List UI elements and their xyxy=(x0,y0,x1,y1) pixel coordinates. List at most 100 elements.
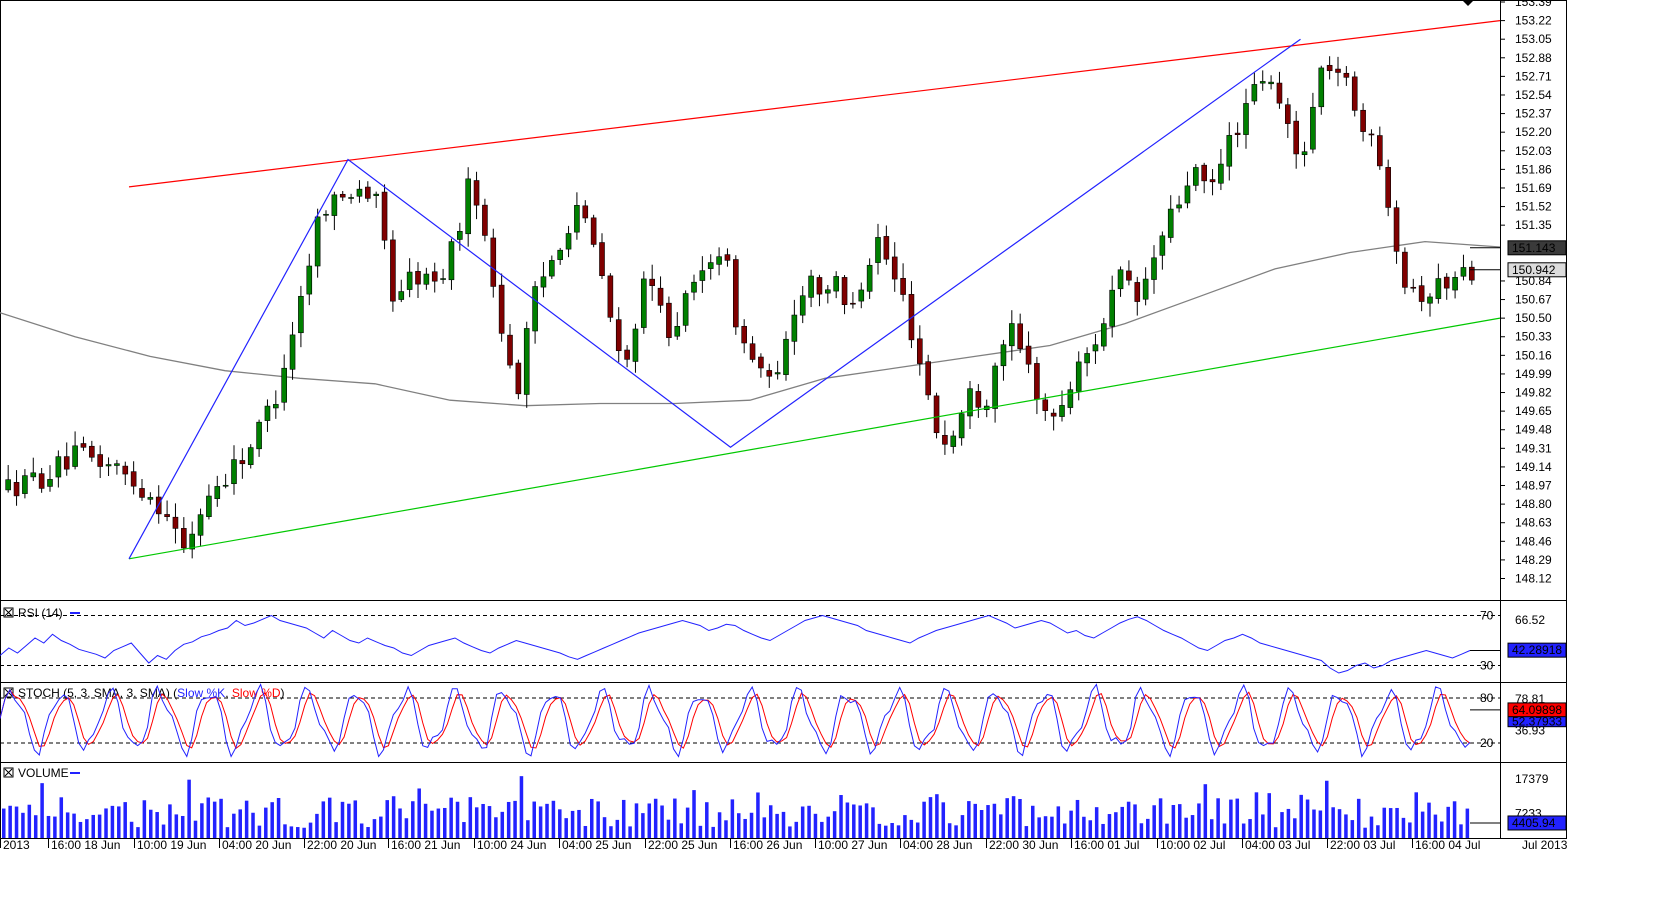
volume-bar xyxy=(455,801,460,838)
stoch-axis-label: 78.81 xyxy=(1515,692,1545,706)
volume-bar xyxy=(1331,807,1335,838)
volume-bar xyxy=(1165,823,1169,838)
candle-down xyxy=(975,391,982,408)
candle-up xyxy=(55,456,62,478)
candle-up xyxy=(1251,84,1258,102)
time-tick-label: 04:00 25 Jun xyxy=(562,838,631,852)
rsi-level-label: 70 xyxy=(1480,609,1494,623)
candle-up xyxy=(222,484,229,487)
volume-value-box xyxy=(1507,815,1567,831)
volume-bar xyxy=(1216,798,1220,838)
scroll-marker-icon[interactable] xyxy=(1462,0,1474,6)
volume-bar xyxy=(1037,817,1041,838)
volume-bar xyxy=(379,816,383,838)
candle-down xyxy=(482,204,488,236)
candle-up xyxy=(314,216,321,267)
price-tick-label: 151.52 xyxy=(1515,200,1552,214)
volume-bar xyxy=(660,805,664,838)
candle-down xyxy=(365,186,371,199)
candle-down xyxy=(80,443,87,448)
volume-bar xyxy=(1011,796,1016,838)
candle-up xyxy=(281,367,287,403)
volume-bar xyxy=(212,801,217,838)
candle-down xyxy=(1377,135,1383,167)
candle-up xyxy=(523,328,530,395)
candle-up xyxy=(465,178,471,235)
volume-bar xyxy=(1401,817,1406,838)
candle-down xyxy=(816,277,823,295)
candle-up xyxy=(214,486,221,499)
candle-down xyxy=(1335,68,1341,73)
candle-up xyxy=(30,472,37,478)
volume-bar xyxy=(206,797,211,838)
candle-down xyxy=(431,271,438,282)
volume-bar xyxy=(532,801,536,838)
candle-down xyxy=(883,236,890,260)
volume-bar xyxy=(1235,798,1240,838)
candle-up xyxy=(1092,344,1099,352)
candle-up xyxy=(574,205,580,233)
candle-down xyxy=(749,343,756,360)
volume-bar xyxy=(967,801,971,838)
volume-bar xyxy=(749,812,754,838)
volume-bar xyxy=(788,826,792,838)
time-tick-label: 04:00 03 Jul xyxy=(1245,838,1310,852)
volume-bar xyxy=(149,809,153,838)
candle-up xyxy=(1009,323,1015,347)
candle-up xyxy=(323,213,329,216)
volume-bar xyxy=(1312,809,1316,838)
candle-up xyxy=(1259,81,1266,84)
candle-up xyxy=(197,514,204,536)
trendlines-layer xyxy=(128,20,1501,560)
candle-down xyxy=(390,239,396,302)
volume-bar xyxy=(519,776,524,838)
candle-down xyxy=(63,456,70,470)
volume-bar xyxy=(558,809,562,838)
price-tick-label: 152.88 xyxy=(1515,51,1552,65)
time-tick-label: 16:00 26 Jun xyxy=(733,838,802,852)
volume-bar xyxy=(1414,792,1418,838)
volume-bar xyxy=(1190,815,1195,838)
volume-bar xyxy=(1459,824,1463,838)
stoch-value-label: 64.09898 xyxy=(1512,703,1562,717)
candle-down xyxy=(339,193,346,198)
volume-bar xyxy=(1062,823,1067,838)
volume-bar xyxy=(168,804,172,838)
candle-up xyxy=(540,276,547,288)
volume-bar xyxy=(72,813,76,838)
volume-bar xyxy=(1267,793,1271,838)
volume-bar xyxy=(487,806,492,838)
volume-bar xyxy=(430,810,434,838)
candle-down xyxy=(1469,266,1475,281)
time-tick-label: 16:00 04 Jul xyxy=(1415,838,1480,852)
volume-bar xyxy=(1433,814,1438,838)
volume-bar xyxy=(1446,806,1450,838)
volume-bar xyxy=(53,816,57,838)
volume-bar xyxy=(2,808,6,838)
volume-bar xyxy=(641,813,645,838)
volume-bar xyxy=(1043,816,1048,838)
volume-bar xyxy=(1408,822,1412,838)
volume-bar xyxy=(756,792,760,838)
volume-bar xyxy=(762,817,767,838)
candle-up xyxy=(1193,167,1199,186)
candle-up xyxy=(1310,106,1316,150)
volume-bar xyxy=(602,817,607,838)
time-tick-label: 10:00 19 Jun xyxy=(137,838,206,852)
candle-down xyxy=(841,277,848,306)
volume-bar xyxy=(545,803,549,838)
volume-bar xyxy=(634,803,639,838)
support-line xyxy=(128,317,1501,560)
volume-bar xyxy=(264,807,268,838)
rsi-level-label: 30 xyxy=(1480,659,1494,673)
candle-up xyxy=(1176,204,1182,209)
candle-down xyxy=(381,191,388,241)
volume-bar xyxy=(922,801,926,838)
time-tick-label: 16:00 21 Jun xyxy=(391,838,460,852)
volume-bar xyxy=(353,800,358,838)
volume-bar xyxy=(685,807,690,838)
candle-down xyxy=(97,454,103,467)
volume-bar xyxy=(40,783,44,838)
volume-bar xyxy=(129,821,134,838)
